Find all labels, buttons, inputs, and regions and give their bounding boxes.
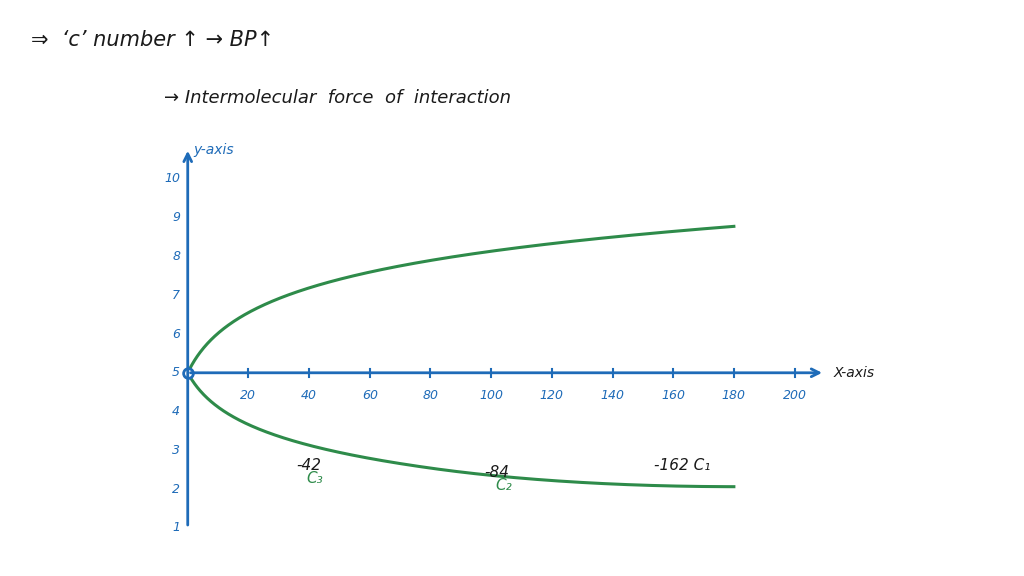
Text: 80: 80 (423, 389, 438, 402)
Text: 5: 5 (172, 366, 180, 379)
Text: 7: 7 (172, 289, 180, 302)
Text: C₂: C₂ (495, 478, 512, 492)
Text: 6: 6 (172, 328, 180, 340)
Text: C₃: C₃ (307, 471, 324, 486)
Text: 20: 20 (241, 389, 256, 402)
Text: 1: 1 (172, 521, 180, 535)
Text: 200: 200 (782, 389, 807, 402)
Text: y-axis: y-axis (194, 143, 234, 157)
Text: 4: 4 (172, 405, 180, 418)
Text: → Intermolecular  force  of  interaction: → Intermolecular force of interaction (164, 89, 511, 107)
Text: -84: -84 (484, 465, 510, 480)
Text: 120: 120 (540, 389, 564, 402)
Text: 160: 160 (662, 389, 685, 402)
Text: 9: 9 (172, 211, 180, 224)
Text: -162 C₁: -162 C₁ (654, 458, 711, 473)
Text: 60: 60 (361, 389, 378, 402)
Text: 100: 100 (479, 389, 503, 402)
Text: 8: 8 (172, 250, 180, 263)
Text: 2: 2 (172, 483, 180, 495)
Text: 40: 40 (301, 389, 317, 402)
Text: 180: 180 (722, 389, 745, 402)
Text: 10: 10 (164, 172, 180, 185)
Text: 140: 140 (600, 389, 625, 402)
Text: -42: -42 (297, 457, 322, 472)
Text: X-axis: X-axis (834, 366, 876, 380)
Text: 3: 3 (172, 444, 180, 457)
Text: ⇒  ‘c’ number ↑ → BP↑: ⇒ ‘c’ number ↑ → BP↑ (31, 31, 273, 50)
